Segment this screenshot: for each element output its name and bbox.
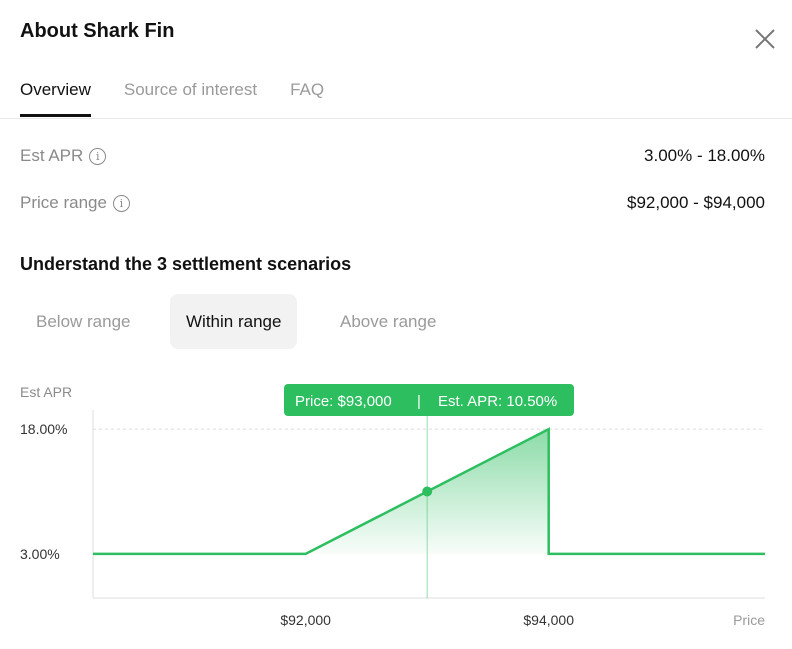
y-tick-label: 3.00% (20, 546, 60, 562)
divider (0, 118, 792, 119)
tab-source-of-interest[interactable]: Source of interest (123, 80, 258, 99)
info-icon[interactable]: i (112, 194, 130, 212)
tab-faq[interactable]: FAQ (290, 80, 325, 99)
price-range-row: Price range i $92,000 - $94,000 (20, 193, 765, 213)
scenario-below-range[interactable]: Below range (36, 311, 131, 331)
est-apr-row: Est APR i 3.00% - 18.00% (20, 146, 765, 166)
area-fill (305, 429, 549, 554)
tooltip-apr: Est. APR: 10.50% (438, 393, 557, 410)
price-range-label: Price range (20, 193, 107, 212)
tab-bar: Overview Source of interest FAQ (20, 80, 324, 117)
est-apr-value: 3.00% - 18.00% (644, 146, 765, 165)
tab-overview[interactable]: Overview (20, 80, 91, 117)
x-tick-label: $94,000 (523, 612, 574, 628)
scenario-above-range[interactable]: Above range (340, 311, 437, 331)
tooltip-box (284, 384, 574, 416)
scenarios-heading: Understand the 3 settlement scenarios (20, 254, 352, 274)
price-range-value: $92,000 - $94,000 (626, 193, 765, 212)
tooltip-price: Price: $93,000 (295, 393, 392, 410)
data-point-marker (422, 486, 433, 497)
tooltip-separator: | (417, 393, 421, 410)
x-tick-label: $92,000 (280, 612, 331, 628)
y-tick-label: 18.00% (20, 421, 67, 437)
series-line (93, 427, 765, 556)
close-icon[interactable] (752, 26, 778, 52)
dialog-title: About Shark Fin (20, 20, 175, 42)
info-icon[interactable]: i (89, 147, 107, 165)
x-axis-label: Price (733, 612, 765, 628)
est-apr-label: Est APR (20, 146, 84, 165)
y-axis-label: Est APR (20, 384, 72, 400)
scenario-within-range[interactable]: Within range (170, 294, 298, 349)
